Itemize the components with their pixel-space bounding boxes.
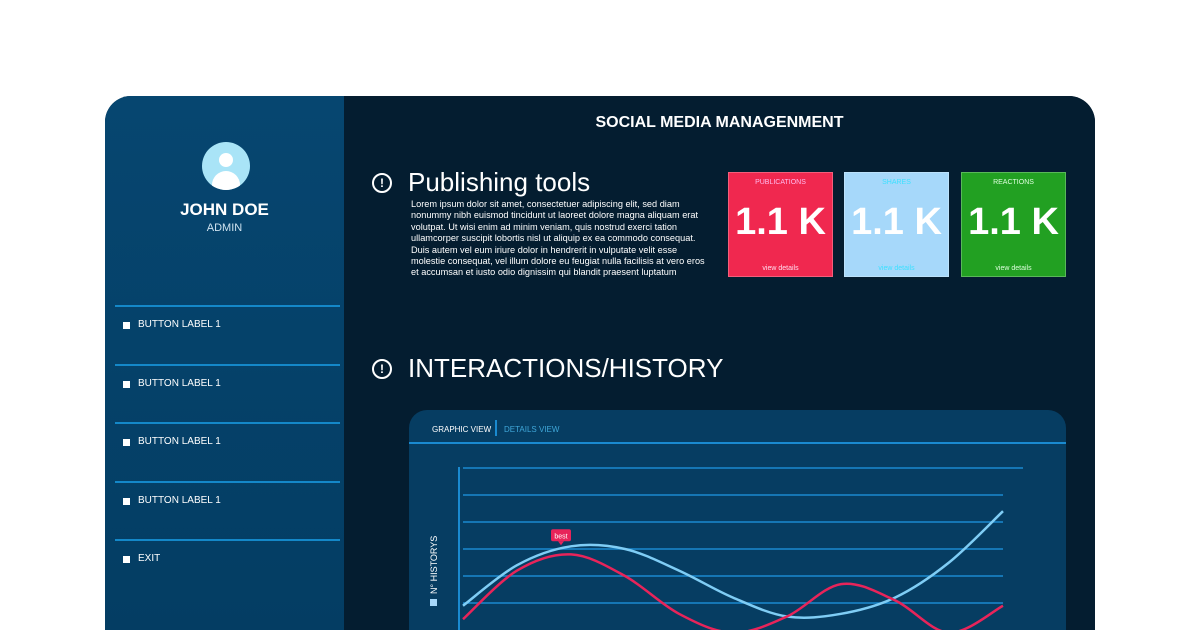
bullet-icon: [123, 498, 130, 505]
card-value: 1.1 K: [851, 201, 942, 243]
nav-item-2[interactable]: BUTTON LABEL 1: [115, 364, 340, 422]
annotation-label: best: [554, 533, 567, 540]
nav-label: BUTTON LABEL 1: [138, 436, 221, 447]
tab-graphic-view[interactable]: GRAPHIC VIEW: [432, 425, 492, 434]
user-role: ADMIN: [206, 222, 243, 234]
card-label: REACTIONS: [993, 179, 1034, 186]
view-details-link[interactable]: view details: [762, 265, 799, 272]
main-content: SOCIAL MEDIA MANAGENMENT ! Publishing to…: [344, 96, 1095, 630]
nav-label: BUTTON LABEL 1: [138, 319, 221, 330]
user-name: JOHN DOE: [180, 200, 269, 219]
series-line-1: [462, 553, 1004, 630]
nav-label: EXIT: [138, 553, 161, 564]
nav-item-1[interactable]: BUTTON LABEL 1: [115, 305, 340, 363]
info-icon: !: [372, 359, 392, 379]
avatar-icon: [202, 142, 250, 190]
card-value: 1.1 K: [735, 201, 826, 243]
card-label: PUBLICATIONS: [755, 179, 806, 186]
page-title: SOCIAL MEDIA MANAGENMENT: [595, 114, 844, 131]
interactions-heading: INTERACTIONS/HISTORY: [408, 353, 724, 383]
card-label: SHARES: [882, 179, 911, 186]
series-line-0: [462, 510, 1004, 619]
bullet-icon: [123, 556, 130, 563]
publishing-heading: Publishing tools: [408, 167, 591, 197]
bullet-icon: [123, 322, 130, 329]
sidebar: JOHN DOE ADMIN BUTTON LABEL 1 BUTTON LAB…: [105, 96, 344, 630]
app-window: JOHN DOE ADMIN BUTTON LABEL 1 BUTTON LAB…: [105, 96, 1095, 630]
tab-divider: [495, 420, 497, 436]
view-tabs: GRAPHIC VIEW DETAILS VIEW: [409, 410, 1066, 444]
y-axis-label: N° HISTORYS: [429, 536, 439, 594]
card-value: 1.1 K: [968, 201, 1059, 243]
info-icon: !: [372, 173, 392, 193]
nav-item-exit[interactable]: EXIT: [115, 539, 340, 597]
annotation-pointer: [558, 541, 564, 546]
nav-label: BUTTON LABEL 1: [138, 495, 221, 506]
legend-swatch: [430, 599, 437, 606]
publishing-description: Lorem ipsum dolor sit amet, consectetuer…: [411, 199, 705, 278]
tab-details-view[interactable]: DETAILS VIEW: [504, 425, 560, 434]
nav-label: BUTTON LABEL 1: [138, 378, 221, 389]
card-publications[interactable]: PUBLICATIONS 1.1 K view details: [728, 172, 833, 277]
card-shares[interactable]: SHARES 1.1 K view details: [844, 172, 949, 277]
nav-item-4[interactable]: BUTTON LABEL 1: [115, 481, 340, 539]
history-chart: N° HISTORYS best: [429, 467, 1023, 630]
annotation-badge: [551, 529, 571, 542]
view-details-link[interactable]: view details: [995, 265, 1032, 272]
view-details-link[interactable]: view details: [878, 265, 915, 272]
history-panel: GRAPHIC VIEW DETAILS VIEW N° HISTORYS bes…: [409, 410, 1066, 630]
nav-item-3[interactable]: BUTTON LABEL 1: [115, 422, 340, 480]
bullet-icon: [123, 381, 130, 388]
bullet-icon: [123, 439, 130, 446]
card-reactions[interactable]: REACTIONS 1.1 K view details: [961, 172, 1066, 277]
